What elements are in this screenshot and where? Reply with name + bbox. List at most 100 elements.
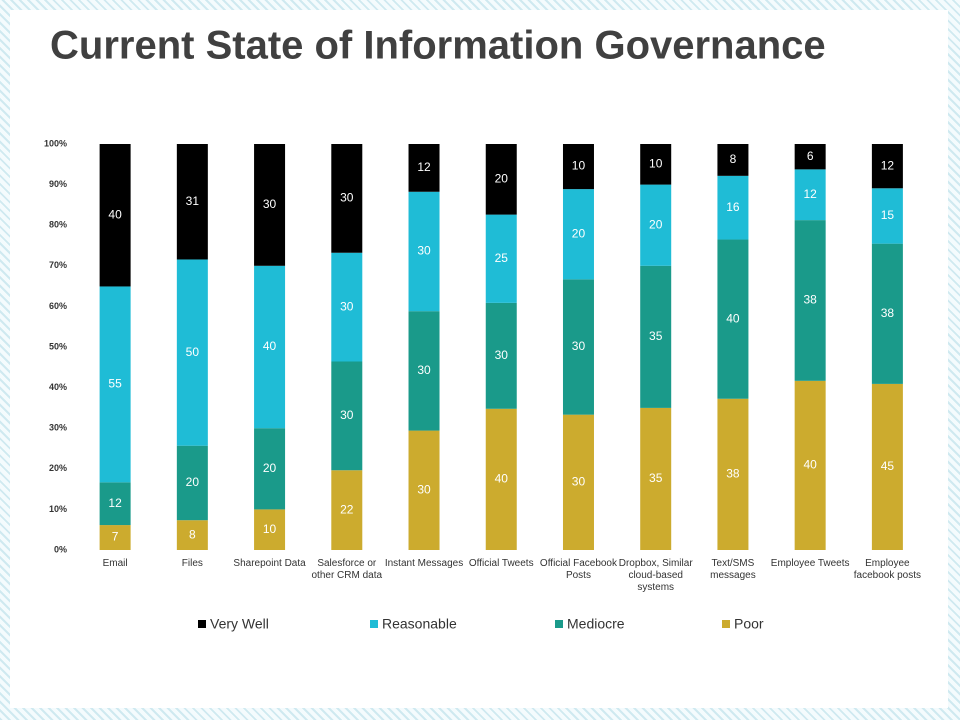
bar-segment [408,311,440,431]
bar-segment [176,520,208,550]
data-label: 10 [263,522,277,536]
data-label: 30 [572,339,586,353]
legend-label: Very Well [210,616,269,632]
y-tick-label: 90% [49,179,67,189]
bar-segment [99,286,131,483]
bar-segment [485,144,517,215]
y-tick-label: 20% [49,463,67,473]
bar-segment [176,259,208,446]
data-label: 30 [340,191,354,205]
legend-swatch [198,620,206,628]
data-label: 40 [108,207,122,221]
y-tick-label: 10% [49,504,67,514]
bar-segment [331,252,363,362]
chart-title: Current State of Information Governance [50,24,826,68]
panel [10,10,948,708]
bar-segment [176,445,208,521]
x-tick-label: Text/SMS messages [710,558,756,581]
y-tick-label: 40% [49,382,67,392]
data-label: 8 [730,152,737,166]
data-label: 30 [417,244,431,258]
data-label: 10 [572,159,586,173]
x-tick-label: Employee facebook posts [853,558,921,581]
data-label: 10 [649,156,663,170]
bar-segment [485,214,517,303]
data-label: 20 [186,475,200,489]
x-tick-label: Email [102,558,128,569]
bar-segment [254,509,286,550]
y-tick-label: 70% [49,260,67,270]
x-tick-label: Official Tweets [468,558,534,569]
y-tick-label: 0% [54,544,67,554]
data-label: 40 [726,311,740,325]
bar-segment [640,407,672,550]
x-tick-label: Sharepoint Data [233,558,306,569]
bar-segment [562,189,594,280]
y-tick-label: 60% [49,301,67,311]
bar-segment [562,414,594,550]
data-label: 30 [340,408,354,422]
bar-segment [176,144,208,260]
data-label: 35 [649,329,663,343]
bar-segment [871,144,903,189]
data-label: 38 [881,306,895,320]
bar-segment [408,191,440,312]
data-label: 20 [649,217,663,231]
y-tick-label: 50% [49,341,67,351]
bar-segment [794,144,826,170]
data-label: 38 [803,293,817,307]
legend-swatch [370,620,378,628]
data-label: 35 [649,471,663,485]
x-tick-label: Employee Tweets [770,558,850,569]
data-label: 40 [263,339,277,353]
data-label: 8 [189,527,196,541]
bar-segment [485,408,517,550]
data-label: 31 [186,194,200,208]
y-tick-label: 100% [44,138,67,148]
data-label: 30 [417,363,431,377]
bar-segment [794,220,826,381]
bar-segment [408,430,440,550]
x-tick-label: Dropbox, Similar cloud-based systems [618,558,693,593]
bar-segment [871,383,903,550]
bar-segment [99,144,131,287]
bar-segment [562,279,594,415]
bar-segment [717,175,749,240]
bar-segment [717,398,749,550]
bar-segment [254,265,286,429]
data-label: 30 [263,197,277,211]
data-label: 50 [186,345,200,359]
data-label: 45 [881,459,895,473]
bar-segment [254,428,286,510]
data-label: 30 [417,482,431,496]
y-tick-label: 80% [49,220,67,230]
data-label: 20 [572,226,586,240]
bar-segment [717,144,749,176]
data-label: 30 [572,475,586,489]
legend-label: Mediocre [567,616,625,632]
data-label: 12 [417,160,431,174]
bar-segment [640,144,672,185]
data-label: 15 [881,208,895,222]
bar-segment [485,302,517,409]
legend-swatch [722,620,730,628]
bar-segment [717,239,749,399]
data-label: 16 [726,200,740,214]
data-label: 7 [112,530,119,544]
data-label: 30 [340,299,354,313]
x-tick-label: Instant Messages [384,558,464,569]
data-label: 40 [803,458,817,472]
data-label: 22 [340,502,354,516]
x-tick-label: Files [181,558,203,569]
bar-segment [99,525,131,550]
legend-swatch [555,620,563,628]
x-tick-label: Salesforce or other CRM data [311,558,383,581]
bar-segment [331,361,363,471]
x-tick-label: Official Facebook Posts [539,558,617,581]
bar-segment [794,169,826,221]
data-label: 12 [108,496,122,510]
bar-segment [331,470,363,550]
legend-label: Poor [734,616,764,632]
